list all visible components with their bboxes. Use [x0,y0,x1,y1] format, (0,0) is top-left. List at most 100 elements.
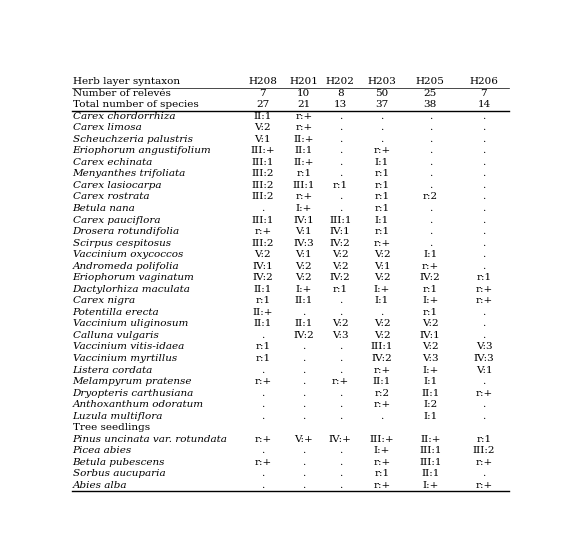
Text: Anthoxanthum odoratum: Anthoxanthum odoratum [73,400,204,409]
Text: II:+: II:+ [253,308,273,317]
Text: Vaccinium myrtillus: Vaccinium myrtillus [73,354,177,363]
Text: r:1: r:1 [333,285,348,294]
Text: .: . [261,469,265,478]
Text: r:1: r:1 [423,285,438,294]
Text: H201: H201 [289,77,318,86]
Text: .: . [483,319,485,329]
Text: II:1: II:1 [373,377,391,386]
Text: II:1: II:1 [253,112,272,121]
Text: .: . [483,250,485,259]
Text: I:1: I:1 [423,411,438,421]
Text: 38: 38 [424,100,437,109]
Text: .: . [429,216,432,225]
Text: .: . [483,158,485,167]
Text: .: . [261,400,265,409]
Text: III:1: III:1 [252,216,274,225]
Text: 25: 25 [424,88,437,98]
Text: II:+: II:+ [294,135,314,144]
Text: .: . [302,481,306,490]
Text: .: . [380,308,384,317]
Text: .: . [483,112,485,121]
Text: .: . [261,204,265,213]
Text: .: . [338,170,342,178]
Text: .: . [429,123,432,132]
Text: .: . [261,481,265,490]
Text: r:1: r:1 [255,296,270,305]
Text: I:+: I:+ [295,285,312,294]
Text: .: . [429,112,432,121]
Text: .: . [338,481,342,490]
Text: .: . [302,411,306,421]
Text: r:+: r:+ [254,227,272,236]
Text: .: . [429,239,432,247]
Text: H206: H206 [469,77,498,86]
Text: .: . [380,123,384,132]
Text: V:2: V:2 [422,342,439,351]
Text: Carex lasiocarpa: Carex lasiocarpa [73,181,161,190]
Text: V:1: V:1 [374,262,390,271]
Text: IV:3: IV:3 [293,239,314,247]
Text: III:1: III:1 [252,158,274,167]
Text: .: . [302,342,306,351]
Text: IV:3: IV:3 [473,354,494,363]
Text: 14: 14 [477,100,490,109]
Text: V:2: V:2 [295,273,312,282]
Text: .: . [429,204,432,213]
Text: r:2: r:2 [374,389,390,398]
Text: r:+: r:+ [373,400,391,409]
Text: .: . [302,458,306,467]
Text: r:1: r:1 [374,192,390,201]
Text: IV:1: IV:1 [252,262,273,271]
Text: 10: 10 [297,88,310,98]
Text: Listera cordata: Listera cordata [73,365,153,375]
Text: V:2: V:2 [374,273,390,282]
Text: .: . [302,377,306,386]
Text: III:+: III:+ [370,435,394,444]
Text: .: . [338,146,342,155]
Text: V:3: V:3 [422,354,439,363]
Text: .: . [380,112,384,121]
Text: .: . [483,216,485,225]
Text: 50: 50 [375,88,388,98]
Text: .: . [483,227,485,236]
Text: .: . [380,411,384,421]
Text: .: . [483,469,485,478]
Text: r:1: r:1 [255,354,270,363]
Text: .: . [338,411,342,421]
Text: II:1: II:1 [295,319,313,329]
Text: I:2: I:2 [423,400,438,409]
Text: .: . [483,170,485,178]
Text: III:+: III:+ [251,146,275,155]
Text: 7: 7 [481,88,487,98]
Text: .: . [483,135,485,144]
Text: I:1: I:1 [423,377,438,386]
Text: Vaccinium vitis-idaea: Vaccinium vitis-idaea [73,342,184,351]
Text: r:1: r:1 [374,227,390,236]
Text: .: . [261,331,265,340]
Text: 37: 37 [375,100,388,109]
Text: r:+: r:+ [373,365,391,375]
Text: r:+: r:+ [373,239,391,247]
Text: H205: H205 [416,77,445,86]
Text: r:+: r:+ [254,377,272,386]
Text: Sorbus aucuparia: Sorbus aucuparia [73,469,165,478]
Text: .: . [338,112,342,121]
Text: III:2: III:2 [252,192,274,201]
Text: .: . [261,411,265,421]
Text: .: . [338,158,342,167]
Text: r:1: r:1 [476,435,492,444]
Text: .: . [429,170,432,178]
Text: .: . [338,204,342,213]
Text: V:3: V:3 [332,331,349,340]
Text: V:2: V:2 [255,123,271,132]
Text: .: . [429,146,432,155]
Text: V:1: V:1 [295,227,312,236]
Text: Dactylorhiza maculata: Dactylorhiza maculata [73,285,191,294]
Text: .: . [483,123,485,132]
Text: .: . [429,135,432,144]
Text: I:+: I:+ [374,285,390,294]
Text: .: . [483,308,485,317]
Text: Carex echinata: Carex echinata [73,158,152,167]
Text: I:1: I:1 [423,250,438,259]
Text: .: . [483,192,485,201]
